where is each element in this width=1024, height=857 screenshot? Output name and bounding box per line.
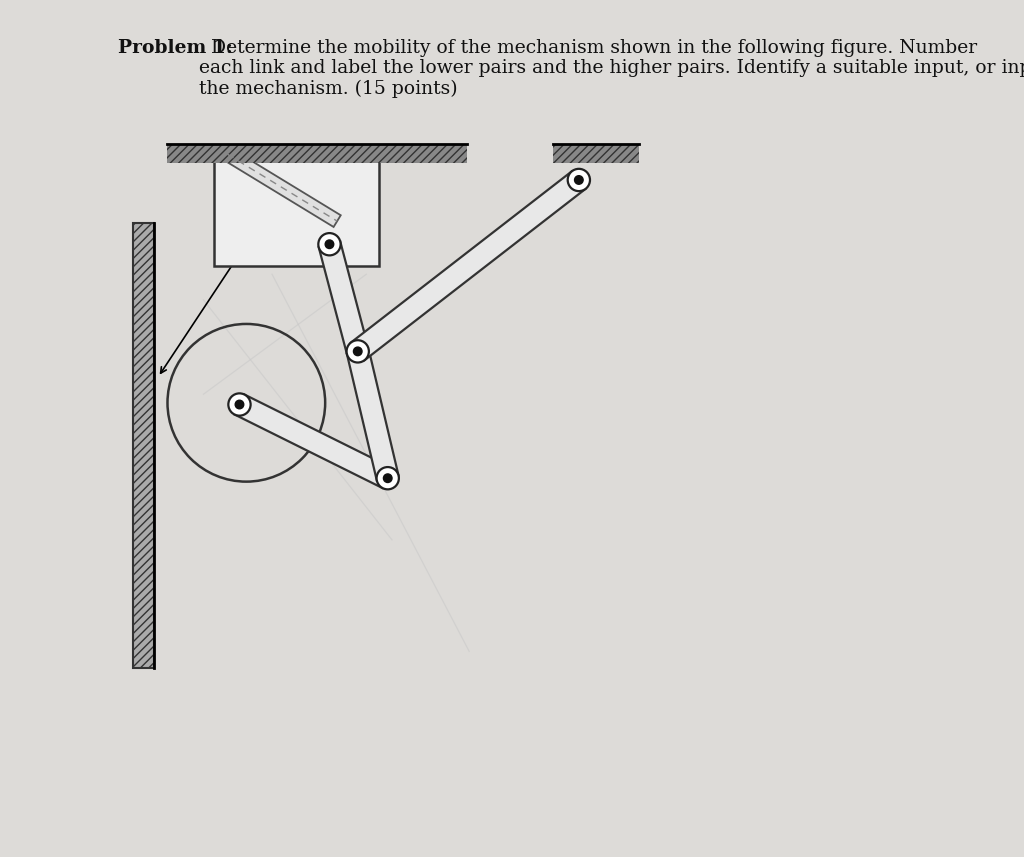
Circle shape (318, 233, 341, 255)
Text: Problem 1:: Problem 1: (118, 39, 232, 57)
Bar (214, 146, 379, 266)
Circle shape (567, 169, 590, 191)
Circle shape (326, 240, 334, 249)
Bar (168, 144, 467, 163)
Circle shape (377, 467, 399, 489)
Circle shape (236, 400, 244, 409)
Polygon shape (351, 171, 586, 360)
Polygon shape (318, 242, 369, 354)
Bar (553, 144, 639, 163)
Text: Rolling
without slip: Rolling without slip (161, 207, 304, 373)
Text: Determine the mobility of the mechanism shown in the following figure. Number
ea: Determine the mobility of the mechanism … (200, 39, 1024, 99)
Circle shape (346, 340, 369, 363)
Circle shape (383, 474, 392, 482)
Circle shape (574, 176, 583, 184)
Polygon shape (234, 394, 392, 488)
Polygon shape (224, 148, 341, 227)
Bar (133, 223, 154, 668)
Circle shape (353, 347, 362, 356)
Circle shape (228, 393, 251, 416)
Polygon shape (347, 349, 398, 481)
